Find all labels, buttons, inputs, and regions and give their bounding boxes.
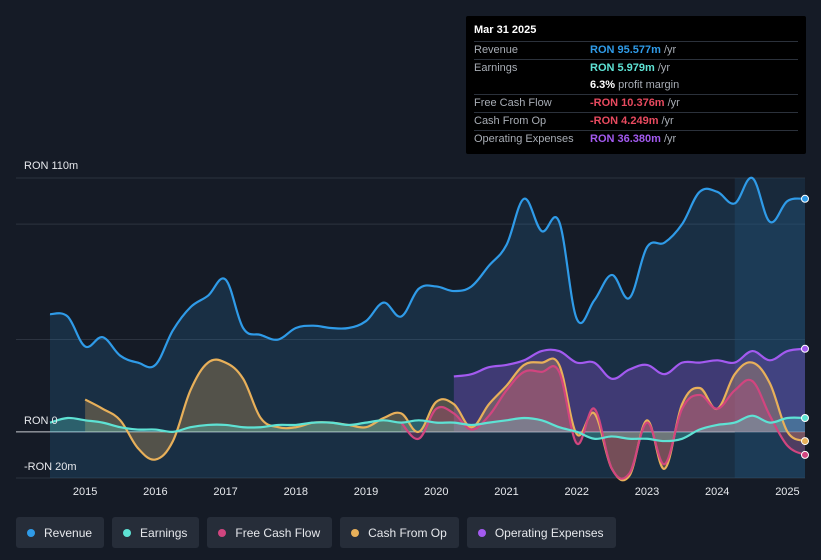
tooltip-row-value: -RON 10.376m bbox=[590, 97, 665, 109]
tooltip-row: Earnings RON 5.979m/yr bbox=[474, 59, 798, 77]
tooltip-row-value: RON 36.380m bbox=[590, 133, 661, 145]
tooltip-row-unit: /yr bbox=[663, 44, 677, 56]
legend-dot-icon bbox=[123, 528, 132, 537]
tooltip-row-value: -RON 4.249m bbox=[590, 115, 659, 127]
operating-expenses-line bbox=[453, 347, 806, 380]
tooltip-panel: Mar 31 2025 Revenue RON 95.577m/yr Earning… bbox=[466, 16, 806, 154]
tooltip-row: Operating Expenses RON 36.380m/yr bbox=[474, 130, 798, 148]
legend-item-revenue[interactable]: Revenue bbox=[16, 517, 105, 548]
operating-expenses-end-dot bbox=[801, 344, 809, 353]
tooltip-row-unit: /yr bbox=[661, 115, 674, 127]
tooltip-row: Revenue RON 95.577m/yr bbox=[474, 41, 798, 59]
y-axis-labels: RON 110m RON 0 -RON 20m bbox=[24, 160, 78, 473]
x-tick-label: 2021 bbox=[494, 486, 518, 498]
tooltip-row-value: 6.3% bbox=[590, 79, 616, 91]
tooltip-row-unit: /yr bbox=[663, 133, 677, 145]
legend-dot-icon bbox=[27, 528, 35, 537]
legend-label: Free Cash Flow bbox=[235, 525, 321, 540]
highlight-region bbox=[734, 178, 805, 478]
legend-item-cash-from-op[interactable]: Cash From Op bbox=[340, 517, 459, 548]
x-tick-label: 2020 bbox=[424, 486, 448, 498]
tooltip-row-unit: profit margin bbox=[618, 79, 680, 91]
revenue-end-dot bbox=[801, 194, 809, 203]
legend-dot-icon bbox=[218, 528, 227, 537]
y-tick-label: RON 110m bbox=[24, 160, 78, 172]
x-tick-label: 2015 bbox=[73, 486, 97, 498]
revenue-line bbox=[49, 176, 806, 369]
free-cash-flow-area bbox=[401, 366, 805, 479]
tooltip-date: Mar 31 2025 bbox=[474, 24, 537, 36]
tooltip-row: Cash From Op -RON 4.249m/yr bbox=[474, 112, 798, 130]
series-areas bbox=[50, 177, 806, 481]
series-lines bbox=[49, 176, 806, 482]
y-tick-label: RON 0 bbox=[24, 415, 58, 427]
cash-from-op-end-dot bbox=[801, 437, 809, 446]
legend-dot-icon bbox=[477, 528, 486, 537]
x-tick-label: 2023 bbox=[635, 486, 659, 498]
series-end-dots bbox=[801, 194, 809, 459]
tooltip-row-value: RON 5.979m bbox=[590, 62, 655, 74]
tooltip-row-label: Operating Expenses bbox=[474, 133, 574, 145]
x-tick-label: 2019 bbox=[354, 486, 378, 498]
y-tick-label: -RON 20m bbox=[24, 461, 77, 473]
tooltip-row: 6.3% profit margin bbox=[474, 77, 798, 94]
tooltip-row-unit: /yr bbox=[667, 97, 680, 109]
free-cash-flow-end-dot bbox=[801, 450, 809, 459]
tooltip-row-label: Free Cash Flow bbox=[474, 97, 552, 109]
tooltip-row-label: Cash From Op bbox=[474, 115, 547, 127]
tooltip-row-value: RON 95.577m bbox=[590, 44, 661, 56]
cash-from-op-area bbox=[85, 358, 806, 481]
free-cash-flow-line bbox=[400, 365, 806, 480]
x-tick-label: 2017 bbox=[213, 486, 237, 498]
legend-label: Operating Expenses bbox=[494, 525, 604, 540]
legend-label: Earnings bbox=[140, 525, 188, 540]
tooltip-row-label bbox=[474, 77, 590, 94]
legend-item-earnings[interactable]: Earnings bbox=[112, 517, 200, 548]
x-axis-labels: 2015 2016 2017 2018 2019 2020 2021 2022 2023 2024… bbox=[73, 486, 800, 498]
legend-item-operating-expenses[interactable]: Operating Expenses bbox=[466, 517, 616, 548]
legend-label: Revenue bbox=[44, 525, 93, 540]
tooltip-row-unit: /yr bbox=[657, 62, 671, 74]
revenue-area bbox=[50, 177, 805, 478]
earnings-end-dot bbox=[801, 414, 809, 422]
tooltip-row-label: Earnings bbox=[474, 62, 518, 74]
x-tick-label: 2022 bbox=[565, 486, 589, 498]
operating-expenses-area bbox=[453, 348, 805, 432]
gridlines bbox=[16, 177, 805, 479]
legend: Revenue Earnings Free Cash Flow Cash From O… bbox=[16, 517, 616, 548]
x-tick-label: 2016 bbox=[143, 486, 167, 498]
tooltip-row: Free Cash Flow -RON 10.376m/yr bbox=[474, 94, 798, 112]
legend-dot-icon bbox=[351, 528, 360, 537]
tooltip-row-label: Revenue bbox=[474, 44, 519, 56]
earnings-area bbox=[50, 415, 805, 442]
x-tick-label: 2018 bbox=[284, 486, 308, 498]
legend-item-free-cash-flow[interactable]: Free Cash Flow bbox=[207, 517, 333, 548]
legend-label: Cash From Op bbox=[368, 525, 447, 540]
earnings-line bbox=[49, 414, 806, 443]
cash-from-op-line bbox=[84, 357, 806, 482]
x-tick-label: 2025 bbox=[775, 486, 799, 498]
x-tick-label: 2024 bbox=[705, 486, 729, 498]
